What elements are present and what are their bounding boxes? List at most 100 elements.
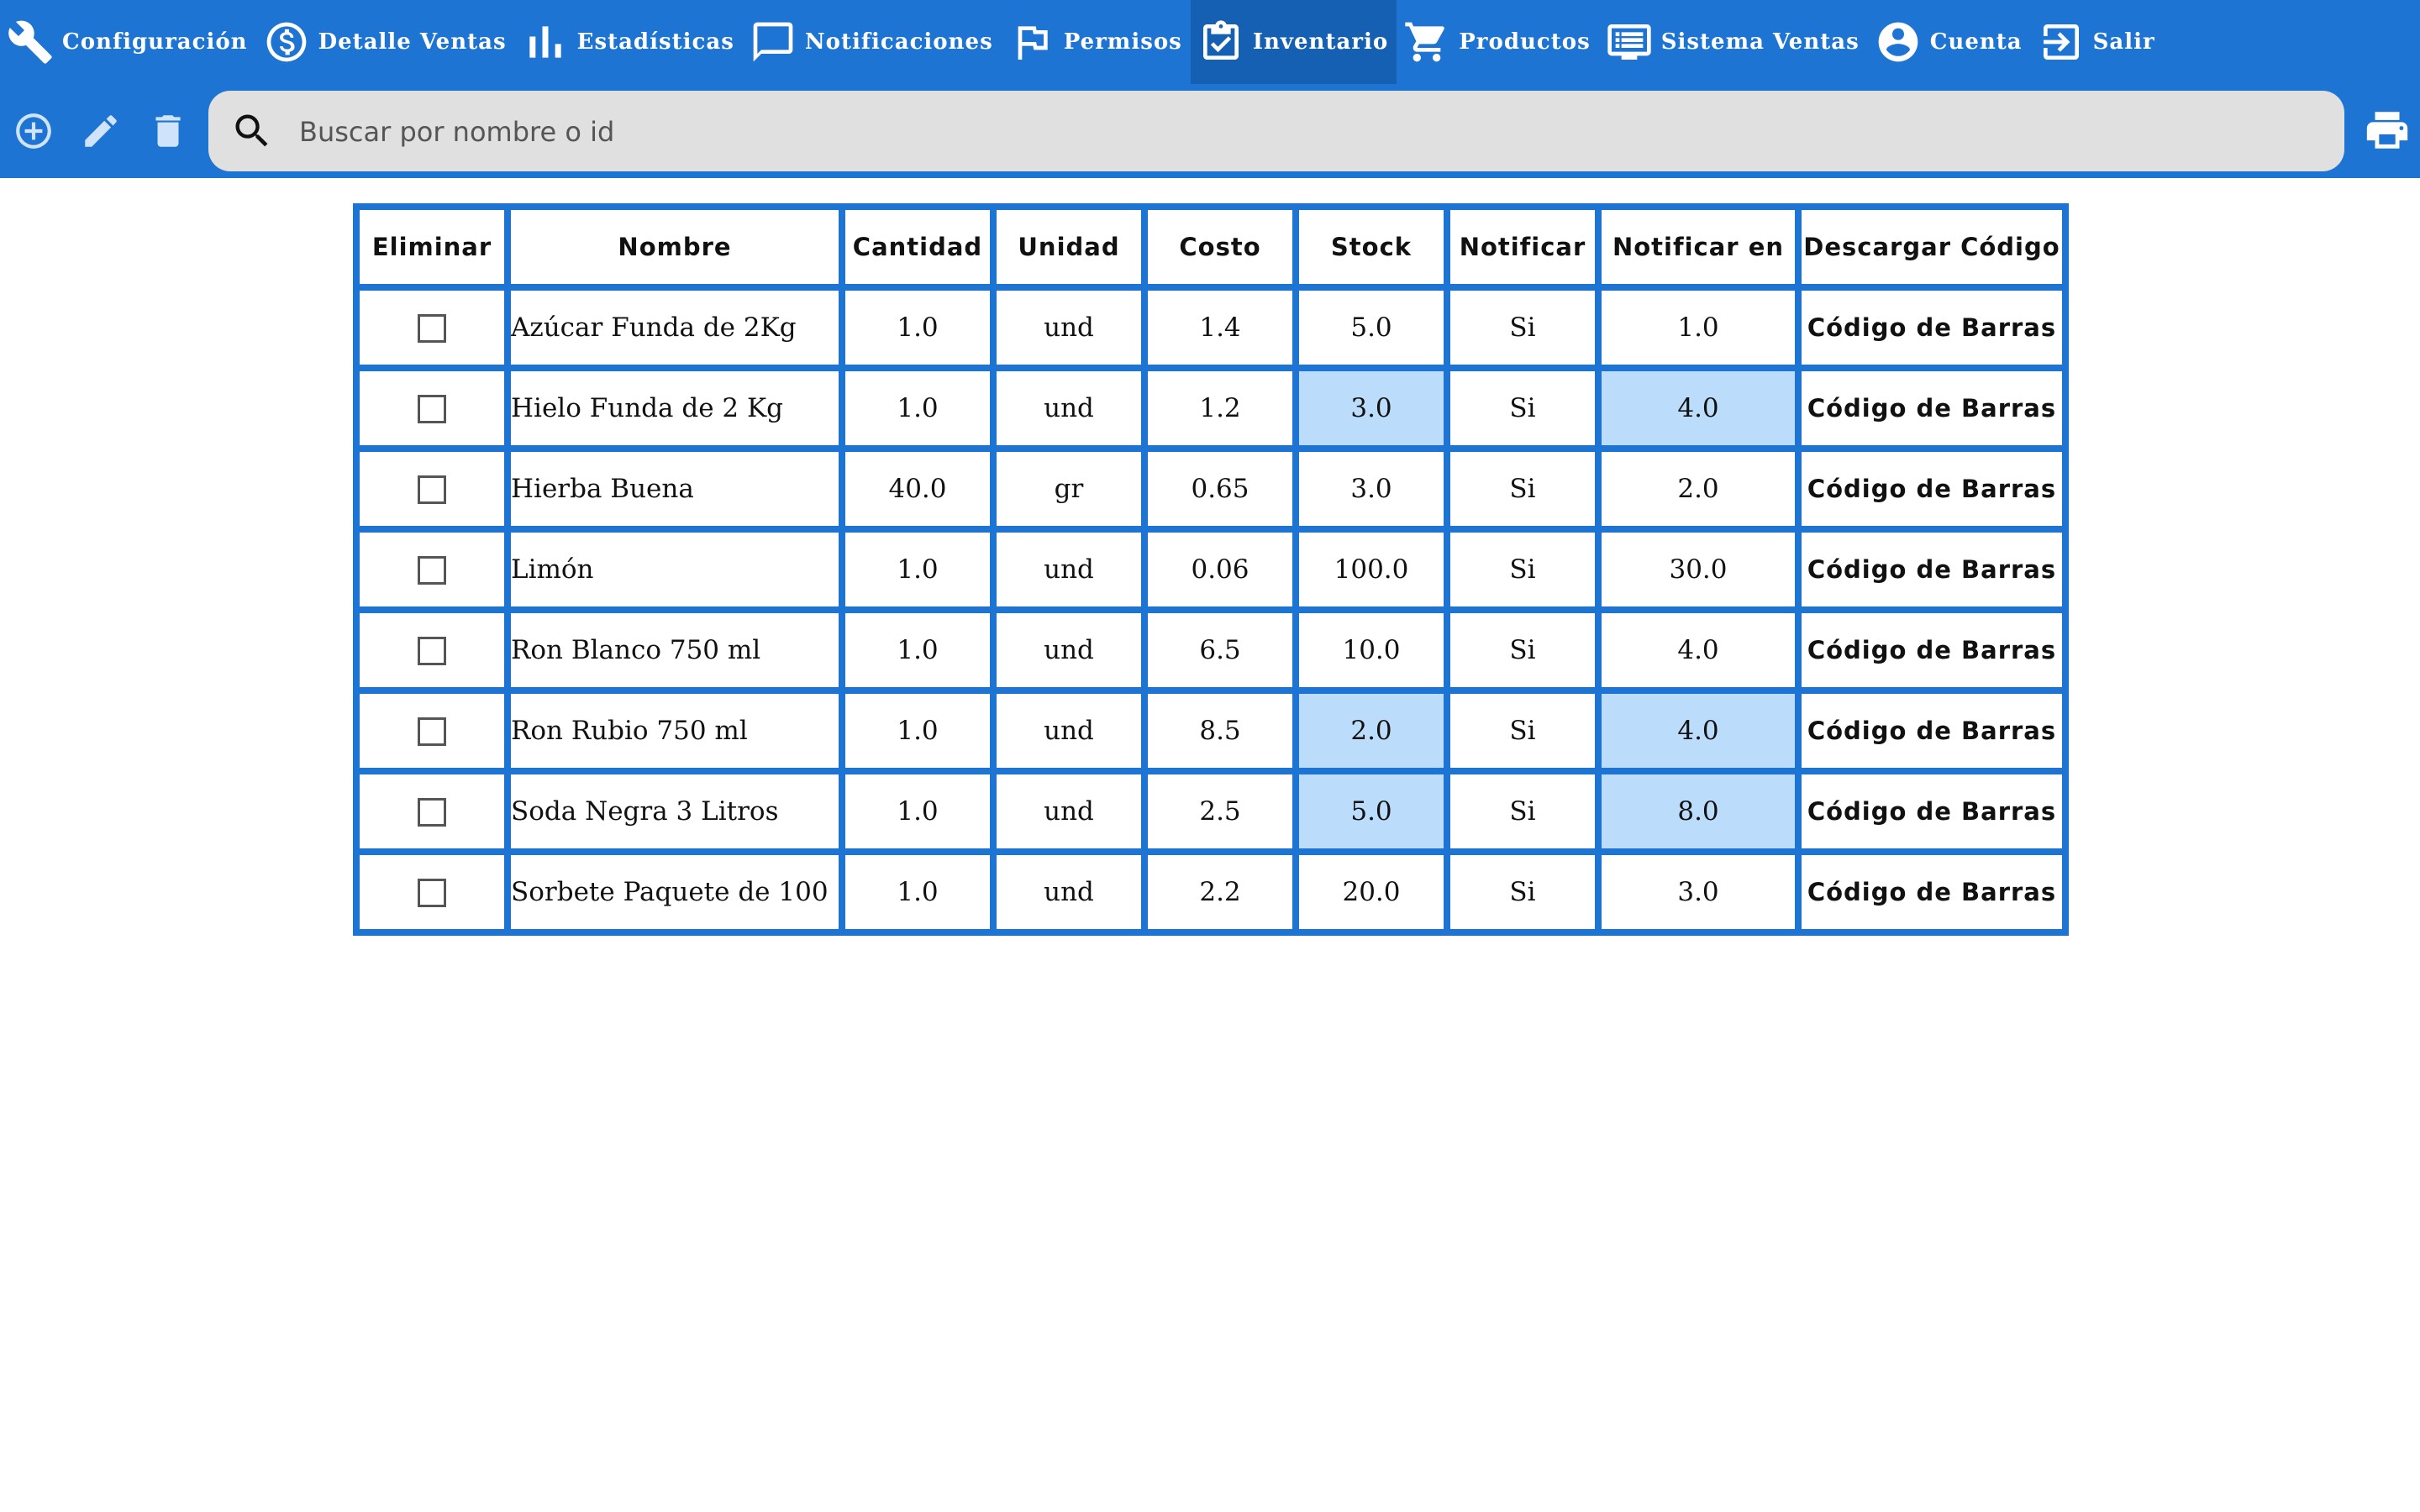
delete-checkbox[interactable] [418,475,446,505]
table-row: Sorbete Paquete de 100 1.0 und 2.2 20.0 Si 3.0… [360,855,2062,929]
barcode-download-link[interactable]: Código de Barras [1802,291,2062,365]
cell-unidad: gr [997,452,1141,526]
column-header-cantidad: Cantidad [845,210,990,284]
nav-sistema-ventas[interactable]: Sistema Ventas [1599,0,1868,84]
table-row: Limón 1.0 und 0.06 100.0 Si 30.0 Código de Barr… [360,533,2062,606]
cell-stock: 100.0 [1299,533,1444,606]
table-body: Azúcar Funda de 2Kg 1.0 und 1.4 5.0 Si 1.0 Códi… [360,291,2062,929]
cell-notificar: Si [1450,694,1595,768]
cell-unidad: und [997,533,1141,606]
cell-eliminar [360,291,504,365]
cell-costo: 2.2 [1148,855,1292,929]
barcode-download-link[interactable]: Código de Barras [1802,533,2062,606]
cell-nombre: Hielo Funda de 2 Kg [511,371,839,445]
delete-checkbox[interactable] [418,717,446,747]
cell-nombre: Hierba Buena [511,452,839,526]
cell-notificar: Si [1450,291,1595,365]
cell-costo: 0.06 [1148,533,1292,606]
cell-nombre: Sorbete Paquete de 100 [511,855,839,929]
barcode-download-link[interactable]: Código de Barras [1802,371,2062,445]
cell-cantidad: 1.0 [845,774,990,848]
nav-salir[interactable]: Salir [2031,0,2164,84]
nav-cuenta[interactable]: Cuenta [1868,0,2031,84]
column-header-nombre: Nombre [511,210,839,284]
cell-notificar: Si [1450,613,1595,687]
barcode-download-link[interactable]: Código de Barras [1802,694,2062,768]
column-header-notificar: Notificar [1450,210,1595,284]
barcode-download-link[interactable]: Código de Barras [1802,613,2062,687]
column-header-notificar-en: Notificar en [1602,210,1795,284]
table-row: Ron Rubio 750 ml 1.0 und 8.5 2.0 Si 4.0 Código … [360,694,2062,768]
cell-notificar-en: 4.0 [1602,371,1795,445]
cell-cantidad: 40.0 [845,452,990,526]
account-circle-icon [1878,22,1918,62]
shopping-cart-icon [1405,22,1445,62]
table-row: Azúcar Funda de 2Kg 1.0 und 1.4 5.0 Si 1.0 Códi… [360,291,2062,365]
cell-notificar-en: 4.0 [1602,694,1795,768]
wrench-icon [8,20,52,64]
search-bar [208,91,2344,171]
nav-detalle-ventas[interactable]: Detalle Ventas [256,0,515,84]
nav-label: Inventario [1252,29,1389,55]
cell-cantidad: 1.0 [845,291,990,365]
cell-eliminar [360,533,504,606]
cell-eliminar [360,371,504,445]
clipboard-check-icon [1202,20,1239,60]
table-row: Soda Negra 3 Litros 1.0 und 2.5 5.0 Si 8.0 Códi… [360,774,2062,848]
cell-cantidad: 1.0 [845,855,990,929]
table-row: Hierba Buena 40.0 gr 0.65 3.0 Si 2.0 Código de … [360,452,2062,526]
bar-chart-icon [529,26,561,58]
cell-costo: 8.5 [1148,694,1292,768]
cell-notificar: Si [1450,855,1595,929]
delete-button[interactable] [145,108,192,155]
nav-label: Detalle Ventas [318,29,507,55]
nav-notificaciones[interactable]: Notificaciones [743,0,1002,84]
nav-permisos[interactable]: Permisos [1002,0,1191,84]
cell-costo: 1.4 [1148,291,1292,365]
delete-checkbox[interactable] [418,314,446,344]
edit-button[interactable] [77,108,124,155]
nav-label: Configuración [62,29,248,55]
barcode-download-link[interactable]: Código de Barras [1802,774,2062,848]
delete-checkbox[interactable] [418,798,446,827]
flag-icon [1018,26,1048,60]
column-header-stock: Stock [1299,210,1444,284]
table-header-row: Eliminar Nombre Cantidad Unidad Costo St… [360,210,2062,284]
add-button[interactable] [10,108,57,155]
delete-checkbox[interactable] [418,395,446,424]
table-row: Hielo Funda de 2 Kg 1.0 und 1.2 3.0 Si 4.0 Códi… [360,371,2062,445]
barcode-download-link[interactable]: Código de Barras [1802,452,2062,526]
printer-icon[interactable] [2363,106,2412,155]
cell-stock: 3.0 [1299,452,1444,526]
search-icon [235,114,268,147]
nav-inventario[interactable]: Inventario [1190,0,1397,84]
delete-checkbox[interactable] [418,556,446,585]
cell-eliminar [360,613,504,687]
cell-unidad: und [997,371,1141,445]
delete-checkbox[interactable] [418,637,446,666]
cell-notificar-en: 30.0 [1602,533,1795,606]
cell-notificar-en: 2.0 [1602,452,1795,526]
cell-stock: 5.0 [1299,291,1444,365]
table-row: Ron Blanco 750 ml 1.0 und 6.5 10.0 Si 4.0 Códig… [360,613,2062,687]
cell-notificar: Si [1450,452,1595,526]
cell-stock: 2.0 [1299,694,1444,768]
chat-bubble-icon [753,22,793,62]
cell-cantidad: 1.0 [845,694,990,768]
cell-cantidad: 1.0 [845,533,990,606]
column-header-unidad: Unidad [997,210,1141,284]
cell-notificar-en: 3.0 [1602,855,1795,929]
column-header-costo: Costo [1148,210,1292,284]
column-header-eliminar: Eliminar [360,210,504,284]
cell-unidad: und [997,774,1141,848]
nav-estadisticas[interactable]: Estadísticas [515,0,743,84]
nav-label: Estadísticas [576,29,734,55]
nav-label: Permisos [1063,29,1182,55]
delete-checkbox[interactable] [418,879,446,908]
nav-productos[interactable]: Productos [1397,0,1599,84]
barcode-download-link[interactable]: Código de Barras [1802,855,2062,929]
cell-eliminar [360,855,504,929]
search-input[interactable] [297,106,2183,158]
cell-unidad: und [997,613,1141,687]
nav-configuracion[interactable]: Configuración [0,0,256,84]
